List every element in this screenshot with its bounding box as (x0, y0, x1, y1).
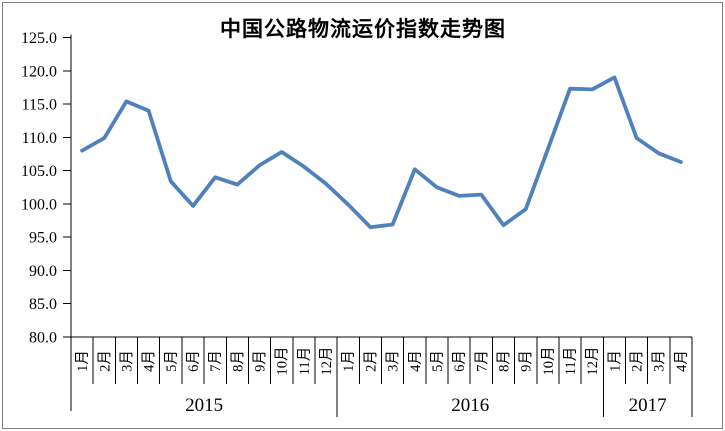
x-axis-month-label: 7月 (208, 350, 224, 372)
x-axis-month-label: 4月 (408, 350, 424, 372)
x-axis-month-label: 5月 (430, 350, 446, 372)
y-axis-tick-label: 105.0 (21, 163, 57, 180)
x-axis-month-label: 9月 (253, 350, 269, 372)
x-axis-month-label: 11月 (563, 347, 579, 375)
x-axis-month-label: 3月 (386, 350, 402, 372)
x-axis-month-label: 1月 (75, 350, 91, 372)
x-axis-month-label: 11月 (297, 347, 313, 375)
x-axis-month-label: 8月 (230, 350, 246, 372)
y-axis-tick-label: 100.0 (21, 196, 57, 213)
x-axis-month-label: 3月 (119, 350, 135, 372)
y-axis-tick-label: 95.0 (29, 230, 57, 247)
x-axis-month-label: 10月 (541, 347, 557, 376)
y-axis-tick-label: 110.0 (22, 130, 57, 147)
x-axis-month-label: 6月 (186, 350, 202, 372)
y-axis-tick-label: 125.0 (21, 30, 57, 47)
x-axis-year-label: 2015 (185, 395, 223, 416)
x-axis-month-label: 1月 (341, 350, 357, 372)
freight-index-line (80, 75, 683, 230)
x-axis-month-label: 12月 (319, 347, 335, 376)
x-axis-month-label: 12月 (585, 347, 601, 376)
y-axis-tick-label: 80.0 (29, 330, 57, 347)
y-axis-tick-label: 120.0 (21, 63, 57, 80)
x-axis-month-label: 8月 (497, 350, 513, 372)
y-axis-tick-label: 115.0 (22, 97, 57, 114)
x-axis-month-label: 6月 (452, 350, 468, 372)
x-axis-month-label: 2月 (630, 350, 646, 372)
chart-title: 中国公路物流运价指数走势图 (220, 17, 506, 41)
x-axis-year-label: 2016 (451, 395, 489, 416)
x-axis-month-label: 5月 (164, 350, 180, 372)
x-axis-month-label: 10月 (275, 347, 291, 376)
x-axis-month-label: 1月 (607, 350, 623, 372)
x-axis-month-label: 7月 (474, 350, 490, 372)
x-axis-year-label: 2017 (629, 395, 667, 416)
y-axis-tick-label: 85.0 (29, 296, 57, 313)
x-axis-month-label: 4月 (142, 350, 158, 372)
y-axis-tick-label: 90.0 (29, 263, 57, 280)
x-axis-month-label: 2月 (363, 350, 379, 372)
x-axis-month-label: 9月 (519, 350, 535, 372)
x-axis-month-label: 4月 (674, 350, 690, 372)
x-axis-month-label: 2月 (97, 350, 113, 372)
x-axis-month-label: 3月 (652, 350, 668, 372)
